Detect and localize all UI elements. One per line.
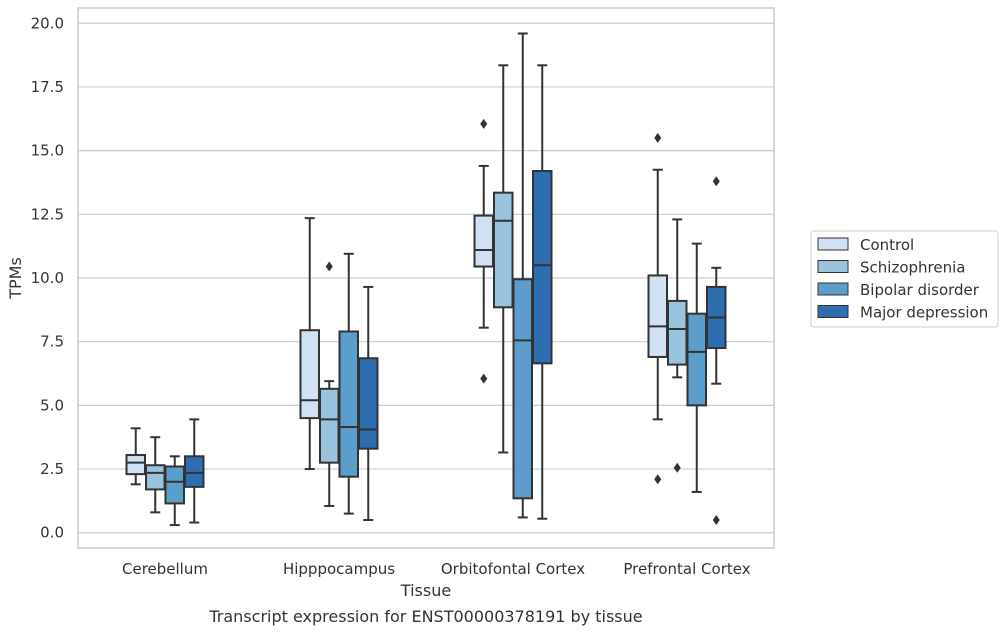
iqr-box [164,465,185,505]
outlier-point [712,176,720,187]
outlier-point [480,373,488,384]
iqr-box [647,274,668,358]
outlier-point [654,132,662,143]
y-tick-label: 15.0 [31,142,64,160]
iqr-box [512,278,533,500]
x-tick-label: Cerebellum [122,560,208,578]
outlier-point [712,514,720,525]
iqr-box [493,191,514,309]
y-tick-label: 20.0 [31,14,64,32]
box-major-depression [706,176,727,525]
legend-label: Control [860,236,914,254]
box-major-depression [184,418,205,524]
box-control [125,427,146,486]
legend-label: Bipolar disorder [860,281,980,299]
legend-label: Schizophrenia [860,259,965,277]
plot-frame [77,7,775,549]
iqr-box [299,329,320,420]
iqr-box [145,464,166,491]
box-schizophrenia [493,64,514,454]
legend-swatch [817,305,849,318]
box-control [299,217,320,471]
legend: Control Schizophrenia Bipolar disorder Majo… [810,230,999,328]
outlier-point [325,261,333,272]
boxes [125,32,727,527]
box-bipolar-disorder [164,455,185,527]
box-major-depression [532,64,553,520]
box-schizophrenia [145,436,166,514]
box-control [647,132,668,485]
box-major-depression [358,285,379,521]
iqr-box [358,357,379,450]
legend-swatch [817,260,849,273]
x-tick-label: Orbitofontal Cortex [441,560,585,578]
box-bipolar-disorder [338,252,359,515]
iqr-box [473,214,494,268]
outlier-point [480,118,488,129]
x-tick-label: Prefrontal Cortex [623,560,750,578]
gridlines [78,22,774,534]
iqr-box [319,387,340,464]
y-tick-label: 0.0 [40,524,64,542]
legend-swatch [817,282,849,296]
y-tick-label: 12.5 [31,205,64,223]
y-tick-label: 5.0 [40,396,64,414]
box-schizophrenia [667,218,688,473]
iqr-box [125,454,146,476]
iqr-box [686,312,707,407]
outlier-point [673,462,681,473]
x-axis-label: Tissue [400,581,451,600]
chart-caption: Transcript expression for ENST0000037819… [208,607,642,626]
y-tick-label: 7.5 [40,333,64,351]
box-bipolar-disorder [512,32,533,519]
legend-frame [810,230,999,328]
outlier-point [654,474,662,485]
box-control [473,118,494,384]
y-tick-labels: 0.0 2.5 5.0 7.5 10.0 12.5 15.0 17.5 20.0 [31,14,64,541]
box-schizophrenia [319,261,340,507]
legend-swatch [817,237,849,251]
y-tick-label: 17.5 [31,78,64,96]
iqr-box [338,330,359,478]
iqr-box [667,299,688,366]
x-tick-labels: Cerebellum Hipppocampus Orbitofontal Corte… [122,560,751,578]
x-tick-label: Hipppocampus [283,560,395,578]
legend-label: Major depression [860,304,988,322]
iqr-box [184,455,205,488]
y-tick-label: 2.5 [40,460,64,478]
y-axis-label: TPMs [6,257,25,300]
iqr-box [532,170,553,365]
y-tick-label: 10.0 [31,269,64,287]
box-bipolar-disorder [686,242,707,493]
